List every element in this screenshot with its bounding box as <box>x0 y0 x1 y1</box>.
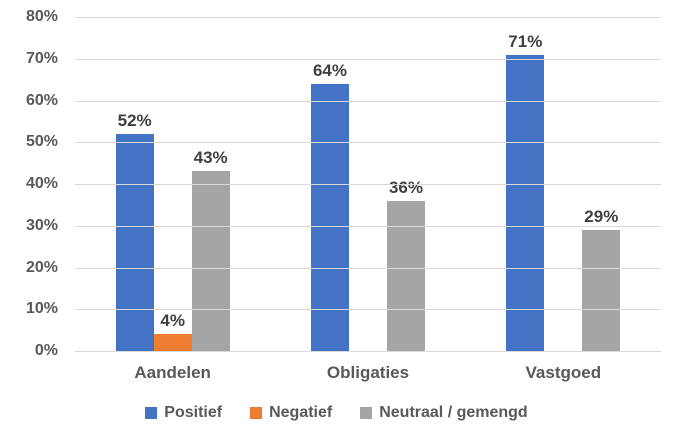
gridline-50 <box>75 142 661 144</box>
bar-neutraal-gemengd-obligaties: 36% <box>386 179 425 351</box>
gridline-10 <box>75 309 661 311</box>
y-tick-label-40: 40% <box>25 175 58 192</box>
y-tick-label-50: 50% <box>25 133 58 151</box>
bar-neutraal-gemengd-aandelen: 43% <box>191 149 230 351</box>
legend-swatch-neutraal-gemengd-icon <box>360 407 373 419</box>
legend-swatch-negatief-icon <box>250 407 263 419</box>
y-tick-label-0: 0% <box>34 342 58 359</box>
gridline-40 <box>75 184 661 185</box>
legend-item-neutraal-gemengd: Neutraal / gemengd <box>360 404 528 421</box>
data-label-negatief-aandelen: 4% <box>160 311 185 331</box>
bar-positief-aandelen: 52% <box>115 112 154 351</box>
legend-label-negatief: Negatief <box>269 404 333 421</box>
data-label-positief-vastgoed: 71% <box>508 31 543 51</box>
x-category-label-vastgoed: Vastgoed <box>525 363 602 382</box>
bar-negatief-aandelen: 4% <box>153 312 192 351</box>
bar-slot-neutraal-gemengd-aandelen: 43% <box>191 17 230 351</box>
data-label-neutraal-gemengd-vastgoed: 29% <box>584 206 619 226</box>
x-category-label-aandelen: Aandelen <box>134 363 211 382</box>
legend-swatch-positief-icon <box>145 407 158 419</box>
bar-positief-vastgoed: 71% <box>506 33 545 351</box>
data-label-positief-obligaties: 64% <box>312 60 347 80</box>
data-label-neutraal-gemengd-aandelen: 43% <box>193 148 228 168</box>
legend-label-positief: Positief <box>164 404 223 421</box>
bar-positief-obligaties: 64% <box>310 62 349 351</box>
data-label-positief-aandelen: 52% <box>117 110 152 130</box>
bar-group-aandelen: 52% 4% 43% <box>75 17 270 351</box>
data-label-neutraal-gemengd-obligaties: 36% <box>388 177 423 197</box>
bar-slot-positief-aandelen: 52% <box>115 17 154 351</box>
y-tick-label-80: 80% <box>25 8 58 25</box>
bar-group-vastgoed: 71% 29% <box>466 17 661 351</box>
legend-label-neutraal-gemengd: Neutraal / gemengd <box>379 404 528 421</box>
y-tick-label-30: 30% <box>25 216 58 234</box>
y-tick-label-70: 70% <box>25 49 58 67</box>
legend-item-negatief: Negatief <box>250 405 332 421</box>
legend-item-positief: Positief <box>145 405 222 421</box>
gridline-70 <box>75 58 661 60</box>
y-tick-label-10: 10% <box>25 300 58 318</box>
x-axis-labels: Aandelen Obligaties Vastgoed <box>75 363 661 383</box>
y-tick-label-60: 60% <box>25 91 58 109</box>
gridline-60 <box>75 100 661 102</box>
x-category-label-obligaties: Obligaties <box>326 363 410 382</box>
gridline-80 <box>75 17 661 18</box>
bar-neutraal-gemengd-vastgoed: 29% <box>582 208 621 351</box>
bar-slot-negatief-aandelen: 4% <box>153 17 192 351</box>
bar-slot-positief-vastgoed: 71% <box>506 17 545 351</box>
bar-slot-positief-obligaties: 64% <box>310 17 349 351</box>
gridline-20 <box>75 267 661 269</box>
gridline-30 <box>75 225 661 227</box>
legend: Positief Negatief Neutraal / gemengd <box>0 405 673 421</box>
x-axis-line <box>75 351 661 352</box>
y-tick-label-20: 20% <box>25 258 58 276</box>
bar-slot-neutraal-gemengd-vastgoed: 29% <box>582 17 621 351</box>
plot-area: 52% 4% 43% 64% 36% 71% 29% <box>75 17 661 352</box>
